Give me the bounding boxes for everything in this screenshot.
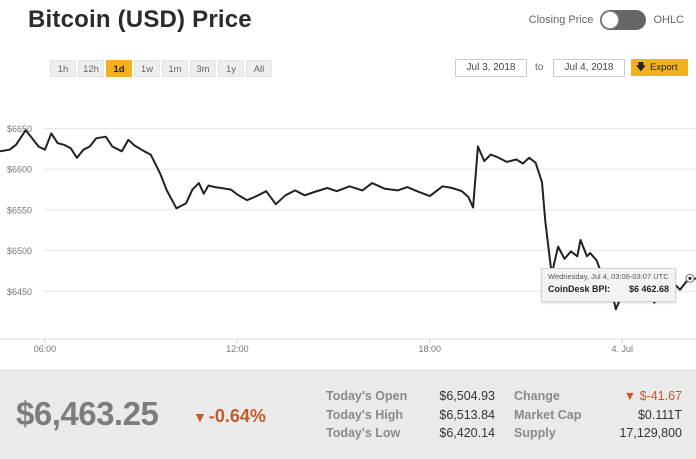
page-title: Bitcoin (USD) Price: [28, 6, 252, 33]
range-1w-button[interactable]: 1w: [134, 60, 160, 77]
export-button[interactable]: 🡇 Export: [631, 59, 688, 76]
download-arrow-icon: 🡇: [636, 62, 646, 73]
stat-label: Today's Open: [326, 389, 408, 403]
stat-value: $0.111T: [637, 407, 682, 422]
range-1y-button[interactable]: 1y: [218, 60, 244, 77]
x-tick-label: 18:00: [419, 344, 442, 354]
y-tick-label: $6550: [7, 205, 32, 215]
market-stats: Change ▼ $-41.67 Market Cap $0.111T Supp…: [514, 389, 682, 445]
date-from-input[interactable]: Jul 3, 2018: [455, 59, 527, 77]
x-tick-label: 4. Jul: [611, 344, 633, 354]
y-tick-label: $6600: [7, 165, 32, 175]
export-label: Export: [650, 62, 678, 73]
stat-label: Supply: [514, 426, 556, 440]
stat-row-change: Change ▼ $-41.67: [514, 389, 682, 408]
range-1m-button[interactable]: 1m: [162, 60, 188, 77]
tooltip-time: Wednesday, Jul 4, 03:06-03:07 UTC: [548, 272, 669, 281]
range-3m-button[interactable]: 3m: [190, 60, 216, 77]
stat-value: 17,129,800: [619, 426, 682, 440]
price-summary-panel: $6,463.25 ▼ -0.64% Today's Open $6,504.93…: [0, 369, 696, 459]
stat-value: $6,513.84: [439, 407, 495, 422]
stat-row-high: Today's High $6,513.84: [326, 408, 495, 427]
y-tick-label: $6650: [7, 124, 32, 134]
ohlc-label: OHLC: [653, 14, 684, 26]
closing-price-label: Closing Price: [528, 14, 594, 26]
date-to-label: to: [535, 62, 544, 73]
tooltip-label: CoinDesk BPI:: [548, 284, 611, 294]
down-triangle-icon: ▼: [623, 389, 640, 403]
stat-row-low: Today's Low $6,420.14: [326, 426, 495, 445]
y-tick-label: $6450: [7, 287, 32, 297]
chart-mode-toggle-group: Closing Price OHLC: [529, 10, 684, 30]
hover-point-center: [688, 276, 692, 280]
price-chart[interactable]: $6450 $6500 $6550 $6600 $6650 06:00 12:00 18:0…: [0, 92, 696, 367]
x-tick-label: 12:00: [226, 344, 249, 354]
range-12h-button[interactable]: 12h: [78, 60, 104, 77]
range-all-button[interactable]: All: [246, 60, 272, 77]
stat-value: $6,504.93: [439, 389, 495, 403]
stat-row-market-cap: Market Cap $0.111T: [514, 408, 682, 427]
y-axis: $6450 $6500 $6550 $6600 $6650: [7, 124, 32, 297]
stat-value: $6,420.14: [439, 426, 495, 440]
tooltip-value: $6 462.68: [628, 284, 669, 294]
stat-label: Change: [514, 389, 560, 403]
daily-stats: Today's Open $6,504.93 Today's High $6,5…: [326, 389, 495, 445]
stat-row-supply: Supply 17,129,800: [514, 426, 682, 445]
chart-mode-toggle[interactable]: [600, 10, 647, 30]
stat-label: Today's High: [326, 407, 404, 422]
change-value: $-41.67: [639, 389, 682, 403]
y-tick-label: $6500: [7, 246, 32, 256]
stat-value: ▼ $-41.67: [624, 389, 682, 408]
down-triangle-icon: ▼: [193, 409, 207, 425]
range-1h-button[interactable]: 1h: [50, 60, 76, 77]
chart-tooltip: Wednesday, Jul 4, 03:06-03:07 UTC CoinDe…: [541, 268, 676, 302]
time-range-selector: 1h 12h 1d 1w 1m 3m 1y All: [50, 60, 272, 77]
stat-label: Today's Low: [326, 426, 401, 440]
stat-label: Market Cap: [514, 407, 582, 422]
toggle-knob: [601, 11, 620, 29]
x-tick-label: 06:00: [34, 344, 57, 354]
current-price: $6,463.25: [16, 395, 159, 432]
date-to-input[interactable]: Jul 4, 2018: [553, 59, 625, 77]
change-percent: ▼ -0.64%: [193, 406, 266, 427]
x-axis: 06:00 12:00 18:00 4. Jul: [0, 338, 696, 354]
range-1d-button[interactable]: 1d: [106, 60, 132, 77]
stat-row-open: Today's Open $6,504.93: [326, 389, 495, 408]
change-percent-value: -0.64%: [208, 406, 266, 426]
